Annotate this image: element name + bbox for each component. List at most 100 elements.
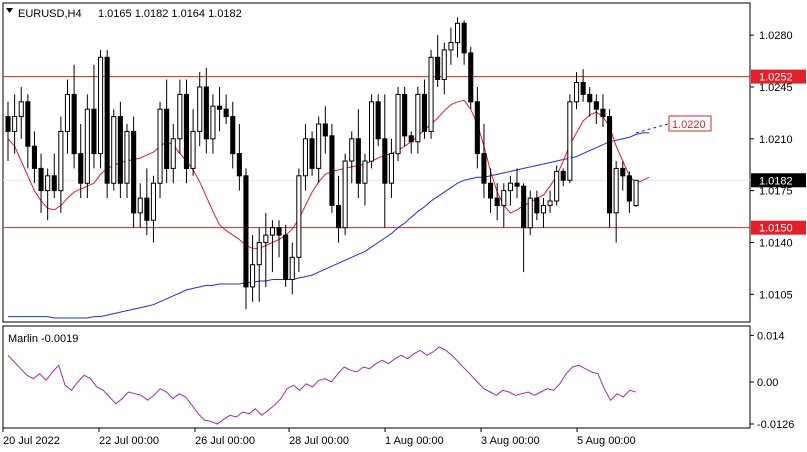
candle	[243, 168, 249, 310]
candle-body	[309, 138, 315, 169]
candle-body	[607, 116, 613, 214]
candle-body	[322, 123, 328, 137]
candle-body	[626, 175, 632, 202]
candle-body	[64, 93, 71, 132]
candle	[137, 183, 143, 228]
y-tick-label: 1.0105	[759, 289, 793, 301]
candle-body	[250, 264, 256, 288]
dropdown-triangle-icon[interactable]	[6, 8, 13, 13]
x-tick-label: 26 Jul 00:00	[195, 435, 255, 447]
candle	[527, 190, 533, 236]
candle	[296, 168, 302, 273]
candle	[349, 131, 355, 184]
candle	[203, 67, 209, 154]
candle-body	[5, 116, 11, 132]
candle-body	[296, 175, 302, 258]
candle	[223, 94, 229, 124]
candle	[481, 123, 487, 199]
x-tick-label: 22 Jul 00:00	[99, 435, 159, 447]
candle	[336, 175, 342, 243]
candle	[12, 94, 18, 154]
candle	[382, 94, 388, 228]
candle-body	[51, 175, 57, 192]
candle-body	[124, 130, 130, 184]
candle	[302, 123, 308, 191]
candle-body	[111, 116, 117, 184]
candle	[355, 109, 361, 199]
candle	[521, 183, 527, 273]
candle	[415, 86, 421, 154]
candle	[534, 190, 540, 221]
candle	[38, 153, 44, 213]
x-tick-label: 5 Aug 00:00	[577, 435, 636, 447]
indicator-pane[interactable]	[2, 325, 751, 429]
candle	[408, 131, 414, 154]
candle-body	[263, 234, 269, 244]
candle-body	[157, 108, 163, 184]
candle	[117, 101, 123, 199]
candle-body	[336, 205, 342, 229]
candle-body	[164, 108, 170, 169]
candle	[91, 64, 97, 169]
candle-body	[461, 22, 467, 54]
candle-body	[342, 160, 348, 229]
candle	[276, 220, 282, 258]
candle-body	[474, 101, 480, 155]
candle	[633, 179, 639, 207]
candle	[131, 116, 137, 228]
candle	[607, 109, 613, 228]
candle	[45, 168, 51, 221]
candle-body	[613, 167, 619, 214]
candle	[269, 220, 275, 273]
candle	[250, 235, 256, 302]
oscillator-layer	[7, 346, 637, 425]
candle-body	[230, 116, 236, 155]
candle-body	[58, 130, 64, 192]
candle	[210, 94, 216, 154]
ohlc-readout: 1.0165 1.0182 1.0164 1.0182	[98, 8, 242, 20]
candle	[51, 153, 57, 199]
candle	[183, 79, 189, 184]
candle-body	[117, 116, 123, 184]
candle-body	[369, 101, 375, 162]
candle-body	[38, 167, 44, 192]
candle-body	[210, 105, 216, 140]
candle	[316, 116, 322, 184]
candle	[494, 183, 500, 221]
y-tick-label: 1.0280	[759, 30, 793, 42]
candle-body	[428, 56, 434, 132]
candle	[580, 69, 586, 102]
candle	[441, 42, 447, 95]
candle	[150, 175, 156, 243]
x-tick-label: 28 Jul 00:00	[289, 435, 349, 447]
candle-body	[329, 135, 335, 206]
candle-body	[362, 160, 368, 184]
candle-body	[177, 93, 183, 140]
candle	[547, 190, 553, 213]
candle-body	[84, 108, 90, 184]
candle-body	[91, 108, 97, 155]
candle-body	[197, 86, 203, 132]
candle-body	[276, 227, 282, 236]
candle-body	[144, 197, 150, 221]
candle-body	[395, 93, 401, 155]
candle	[428, 49, 434, 139]
candle-body	[587, 93, 593, 103]
axis-layer: 1.0280 1.0245 1.0210 1.0175 1.0140 1.0105 0.01…	[2, 30, 806, 447]
slow-ma-line	[8, 132, 650, 319]
y-tick-label: 1.0210	[759, 134, 793, 146]
candle	[593, 94, 599, 124]
candle	[514, 168, 520, 199]
candle-body	[402, 93, 408, 137]
candle	[25, 94, 31, 169]
candle	[124, 123, 130, 199]
candle	[540, 198, 547, 228]
candle-body	[98, 56, 104, 155]
candle-body	[283, 234, 289, 281]
candle	[283, 224, 289, 287]
candle	[104, 49, 110, 199]
indicator-label: Marlin -0.0019	[8, 333, 78, 345]
candle-body	[494, 197, 500, 207]
candle	[111, 109, 117, 191]
